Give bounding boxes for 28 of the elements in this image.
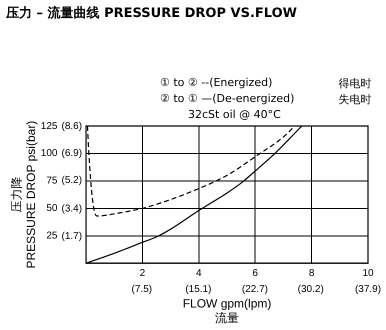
- y2-tick-label: (8.6): [61, 120, 82, 132]
- y-tick-label: 100: [40, 148, 58, 160]
- text: 32cSt oil @ 40°C: [187, 108, 282, 121]
- text: 失电时: [338, 92, 372, 107]
- y-axis-title: 压力降 PRESSURE DROP psi(bar): [10, 120, 38, 269]
- y2-tick-label: (5.2): [61, 174, 82, 186]
- chart-title: 压力 – 流量曲线 PRESSURE DROP VS.FLOW: [6, 4, 297, 22]
- y-tick-label: 75: [46, 176, 58, 187]
- x2-tick-label: (37.9): [354, 284, 382, 295]
- x2-tick-label: (15.1): [185, 284, 212, 295]
- x2-tick-label: (7.5): [132, 284, 152, 295]
- y-tick-label: 50: [46, 203, 58, 214]
- y-tick-label: 25: [46, 230, 58, 242]
- y2-tick-label: (6.9): [61, 148, 82, 159]
- y2-tick-label: (3.4): [61, 204, 82, 215]
- x-tick-label: 10: [362, 268, 374, 279]
- x-tick-label: 8: [308, 268, 315, 279]
- y2-tick-label: (1.7): [61, 230, 82, 242]
- x2-tick-label: (22.7): [242, 284, 268, 295]
- x-tick-label: 2: [140, 268, 146, 279]
- text: 得电时: [338, 76, 372, 91]
- x-tick-label: 6: [252, 268, 258, 279]
- y-tick-label: 125: [40, 120, 58, 132]
- x-tick-label: 4: [196, 268, 202, 279]
- x2-tick-label: (30.2): [298, 284, 324, 295]
- text: ① to ② --(Energized): [160, 76, 274, 91]
- text: ② to ① —(De-energized): [160, 92, 294, 107]
- x-axis-title: FLOW gpm(lpm) 流量: [182, 296, 272, 326]
